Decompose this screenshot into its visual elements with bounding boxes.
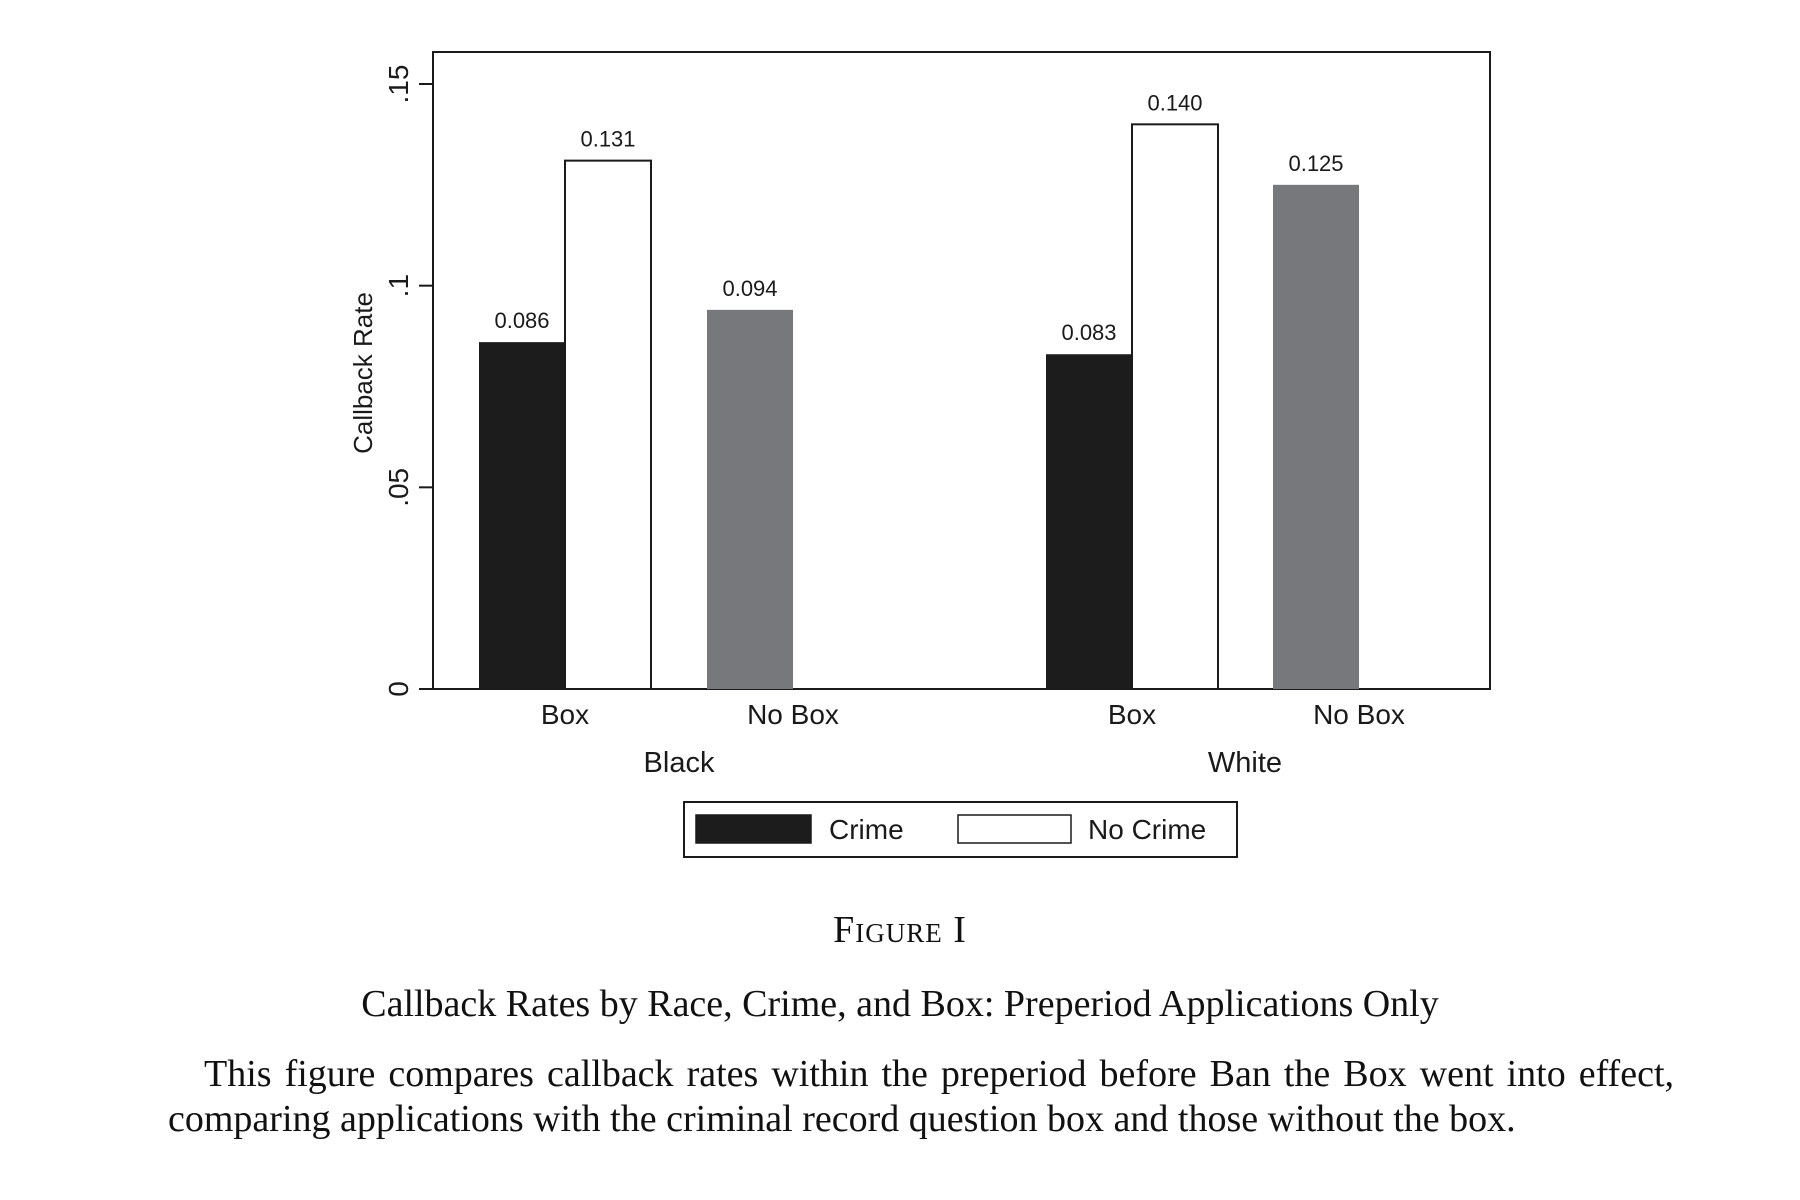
data-label-black-no-box-no-box: 0.094 [722, 276, 777, 301]
y-tick-label: 0 [383, 681, 414, 697]
bars: 0.086 0.131 0.094 0.083 0.140 0.125 [479, 90, 1359, 691]
data-label-white-box-no-crime: 0.140 [1147, 90, 1202, 115]
figure-label: Figure I [833, 909, 967, 951]
plot-frame [432, 51, 1491, 690]
bar-white-box-no-crime [1131, 123, 1219, 691]
y-tick-label: .05 [383, 468, 414, 507]
bar-black-no-box-no-box [707, 309, 793, 689]
bar-white-box-crime [1046, 354, 1132, 689]
data-label-white-box-crime: 0.083 [1061, 320, 1116, 345]
y-tick-label: .15 [383, 65, 414, 104]
legend-label-no-crime: No Crime [1088, 814, 1206, 845]
legend-label-crime: Crime [829, 814, 904, 845]
legend-swatch-no-crime [957, 814, 1072, 844]
figure-note: This figure compares callback rates with… [168, 1053, 1674, 1140]
bar-white-no-box-no-box [1273, 184, 1359, 690]
x-subcategory-label: No Box [747, 699, 839, 730]
bar-black-box-crime [479, 342, 565, 689]
x-group-label-black: Black [644, 747, 715, 779]
y-axis-title: Callback Rate [348, 292, 378, 454]
figure-title: Callback Rates by Race, Crime, and Box: … [361, 983, 1439, 1025]
x-subcategory-label: No Box [1313, 699, 1405, 730]
x-group-label-white: White [1208, 747, 1282, 779]
legend: Crime No Crime [683, 801, 1238, 858]
x-subcategory-label: Box [541, 699, 589, 730]
bar-chart: 0 .05 .1 .15 0.086 0.131 0.094 0.083 0.140 0.125… [348, 51, 1491, 858]
data-label-black-box-crime: 0.086 [494, 308, 549, 333]
legend-swatch-crime [695, 814, 812, 844]
data-label-white-no-box-no-box: 0.125 [1288, 151, 1343, 176]
bar-black-box-no-crime [564, 159, 652, 690]
data-label-black-box-no-crime: 0.131 [580, 127, 635, 152]
y-tick-label: .1 [383, 274, 414, 297]
y-axis: 0 .05 .1 .15 [383, 65, 433, 697]
x-subcategory-label: Box [1108, 699, 1156, 730]
x-axis-labels: Box No Box Box No Box Black White [541, 699, 1405, 779]
